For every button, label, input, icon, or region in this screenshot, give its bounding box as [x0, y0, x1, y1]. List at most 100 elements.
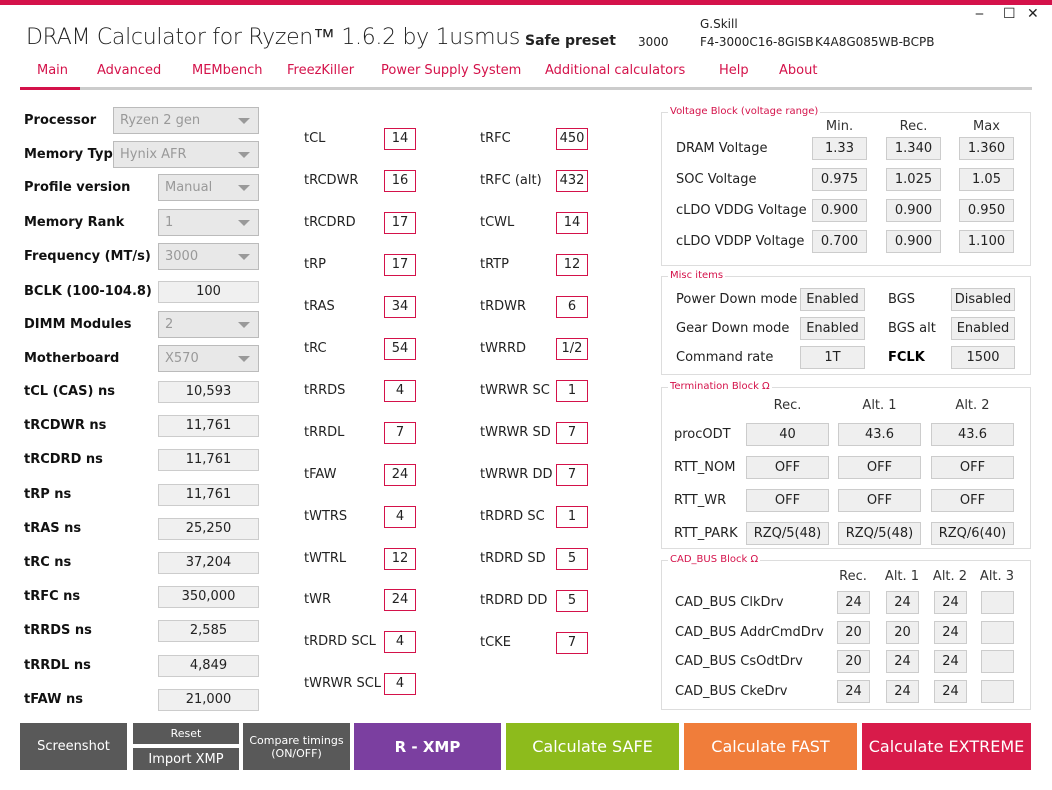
termination-value[interactable]: RZQ/6(40): [931, 522, 1014, 545]
tab-advanced[interactable]: Advanced: [97, 63, 162, 78]
maximize-button[interactable]: ☐: [1003, 6, 1016, 22]
voltage-value[interactable]: 1.100: [959, 230, 1014, 253]
misc-value[interactable]: 1T: [800, 346, 865, 369]
close-button[interactable]: ✕: [1027, 6, 1039, 22]
dropdown-processor[interactable]: Ryzen 2 gen: [113, 107, 259, 134]
timing-value[interactable]: 7: [556, 464, 588, 486]
dropdown-motherboard[interactable]: X570: [158, 345, 259, 372]
voltage-value[interactable]: 1.025: [886, 168, 941, 191]
termination-value[interactable]: OFF: [838, 489, 921, 512]
voltage-value[interactable]: 1.05: [959, 168, 1014, 191]
screenshot-button[interactable]: Screenshot: [20, 723, 127, 770]
voltage-value[interactable]: 0.950: [959, 199, 1014, 222]
termination-value[interactable]: 43.6: [838, 423, 921, 446]
r-xmp-button[interactable]: R - XMP: [354, 723, 501, 770]
cadbus-value[interactable]: 24: [886, 591, 919, 614]
cadbus-value[interactable]: 24: [837, 679, 870, 703]
timing-value[interactable]: 1/2: [556, 338, 588, 360]
compare-timings-button[interactable]: Compare timings (ON/OFF): [243, 723, 350, 770]
timing-value[interactable]: 16: [384, 169, 416, 192]
dropdown-dimm-modules[interactable]: 2: [158, 311, 259, 338]
reset-button[interactable]: Reset: [133, 723, 239, 744]
cadbus-value[interactable]: 24: [934, 620, 967, 644]
timing-value[interactable]: 1: [556, 380, 588, 402]
misc-value[interactable]: 1500: [951, 346, 1015, 369]
timing-value[interactable]: 12: [556, 254, 588, 276]
tab-additional-calculators[interactable]: Additional calculators: [545, 63, 686, 78]
timing-value[interactable]: 4: [384, 631, 416, 654]
dropdown-memory-type[interactable]: Hynix AFR: [113, 141, 259, 168]
timing-value[interactable]: 7: [556, 422, 588, 444]
cadbus-value[interactable]: [981, 591, 1014, 614]
timing-value[interactable]: 450: [556, 128, 588, 150]
cadbus-value[interactable]: 20: [837, 650, 870, 673]
misc-value[interactable]: Enabled: [951, 317, 1015, 340]
timing-value[interactable]: 1: [556, 506, 588, 528]
timing-value[interactable]: 54: [384, 337, 416, 360]
timing-value[interactable]: 432: [556, 170, 588, 192]
timing-value[interactable]: 4: [384, 379, 416, 402]
calculate-extreme-button[interactable]: Calculate EXTREME: [862, 723, 1031, 770]
cadbus-value[interactable]: 24: [886, 650, 919, 673]
bclk-input[interactable]: 100: [158, 281, 259, 303]
timing-value[interactable]: 17: [384, 253, 416, 276]
cadbus-value[interactable]: 20: [886, 620, 919, 644]
timing-value[interactable]: 7: [384, 421, 416, 444]
termination-value[interactable]: RZQ/5(48): [746, 522, 829, 545]
timing-value[interactable]: 6: [556, 296, 588, 318]
cadbus-value[interactable]: [981, 620, 1014, 644]
calculate-safe-button[interactable]: Calculate SAFE: [506, 723, 679, 770]
cadbus-value[interactable]: [981, 679, 1014, 703]
termination-value[interactable]: OFF: [931, 489, 1014, 512]
cadbus-value[interactable]: [981, 650, 1014, 673]
termination-value[interactable]: 40: [746, 423, 829, 446]
voltage-value[interactable]: 0.900: [812, 199, 867, 222]
timing-value[interactable]: 12: [384, 547, 416, 570]
cadbus-value[interactable]: 24: [886, 679, 919, 703]
cadbus-value[interactable]: 24: [934, 650, 967, 673]
voltage-value[interactable]: 0.975: [812, 168, 867, 191]
timing-value[interactable]: 4: [384, 505, 416, 528]
tab-main[interactable]: Main: [37, 63, 69, 78]
cadbus-value[interactable]: 24: [934, 679, 967, 703]
termination-value[interactable]: OFF: [838, 456, 921, 479]
minimize-button[interactable]: ‒: [975, 6, 984, 22]
voltage-value[interactable]: 1.360: [959, 137, 1014, 160]
dropdown-profile-version[interactable]: Manual: [158, 174, 259, 201]
termination-value[interactable]: 43.6: [931, 423, 1014, 446]
tab-membench[interactable]: MEMbench: [192, 63, 263, 78]
timing-value[interactable]: 14: [384, 128, 416, 150]
misc-value[interactable]: Disabled: [951, 288, 1015, 311]
termination-value[interactable]: OFF: [746, 489, 829, 512]
termination-value[interactable]: RZQ/5(48): [838, 522, 921, 545]
voltage-value[interactable]: 1.33: [812, 137, 867, 160]
termination-value[interactable]: OFF: [931, 456, 1014, 479]
cadbus-value[interactable]: 24: [934, 591, 967, 614]
misc-value[interactable]: Enabled: [800, 288, 865, 311]
tab-about[interactable]: About: [779, 63, 818, 78]
dropdown-frequency-mt-s-[interactable]: 3000: [158, 243, 259, 270]
import-xmp-button[interactable]: Import XMP: [133, 748, 239, 770]
tab-help[interactable]: Help: [719, 63, 749, 78]
dropdown-memory-rank[interactable]: 1: [158, 209, 259, 236]
cadbus-value[interactable]: 24: [837, 591, 870, 614]
tab-freezkiller[interactable]: FreezKiller: [287, 63, 355, 78]
voltage-value[interactable]: 1.340: [886, 137, 941, 160]
voltage-value[interactable]: 0.900: [886, 199, 941, 222]
timing-value[interactable]: 14: [556, 212, 588, 234]
timing-value[interactable]: 5: [556, 548, 588, 570]
calculate-fast-button[interactable]: Calculate FAST: [684, 723, 857, 770]
timing-value[interactable]: 5: [556, 590, 588, 612]
cadbus-value[interactable]: 20: [837, 620, 870, 644]
timing-value[interactable]: 17: [384, 211, 416, 234]
termination-value[interactable]: OFF: [746, 456, 829, 479]
misc-value[interactable]: Enabled: [800, 317, 865, 340]
timing-value[interactable]: 24: [384, 463, 416, 486]
timing-value[interactable]: 7: [556, 632, 588, 654]
tab-power-supply-system[interactable]: Power Supply System: [381, 63, 522, 78]
timing-value[interactable]: 4: [384, 673, 416, 696]
voltage-value[interactable]: 0.700: [812, 230, 867, 253]
timing-value[interactable]: 34: [384, 295, 416, 318]
voltage-value[interactable]: 0.900: [886, 230, 941, 253]
timing-value[interactable]: 24: [384, 589, 416, 612]
